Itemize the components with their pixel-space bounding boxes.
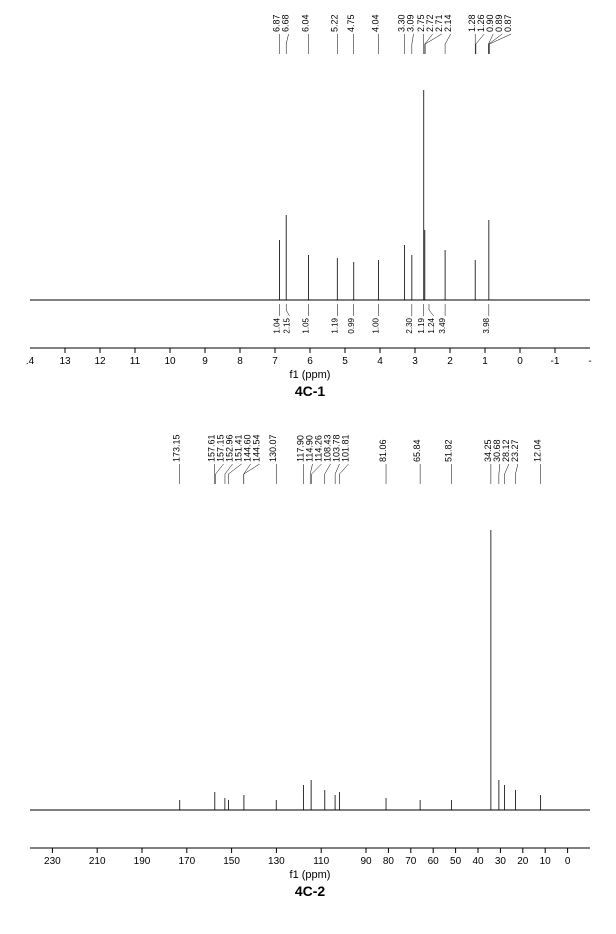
svg-text:2.15: 2.15 <box>283 317 292 333</box>
svg-text:-1: -1 <box>551 356 560 367</box>
svg-text:110: 110 <box>313 856 329 867</box>
svg-text:1.19: 1.19 <box>417 317 426 333</box>
svg-text:1.00: 1.00 <box>372 317 381 333</box>
svg-text:101.81: 101.81 <box>341 434 351 462</box>
svg-text:4: 4 <box>377 356 383 367</box>
svg-text:5.22: 5.22 <box>329 14 339 32</box>
svg-text:0.87: 0.87 <box>503 14 513 32</box>
axis-label: f1 (ppm) <box>290 869 331 881</box>
svg-text:10: 10 <box>540 856 552 867</box>
svg-text:150: 150 <box>223 856 240 867</box>
svg-text:3.09: 3.09 <box>406 14 416 32</box>
svg-text:1.24: 1.24 <box>427 317 436 333</box>
axis-label: f1 (ppm) <box>290 369 331 381</box>
chart-title: 4C-2 <box>295 883 326 899</box>
svg-text:10: 10 <box>164 356 176 367</box>
svg-text:3.98: 3.98 <box>482 317 491 333</box>
svg-text:12.04: 12.04 <box>533 439 543 462</box>
svg-text:0.99: 0.99 <box>347 317 356 333</box>
svg-text:170: 170 <box>178 856 195 867</box>
svg-text:23.27: 23.27 <box>510 439 520 462</box>
svg-text:30: 30 <box>495 856 507 867</box>
svg-text:90: 90 <box>360 856 372 867</box>
svg-text:50: 50 <box>450 856 462 867</box>
svg-text:0: 0 <box>565 856 571 867</box>
svg-text:-: - <box>588 356 591 367</box>
nmr-figure: -1012345678910111213.4-f1 (ppm)4C-16.876… <box>0 0 616 929</box>
chart-title: 4C-1 <box>295 383 326 399</box>
svg-text:5: 5 <box>342 356 348 367</box>
svg-text:2.14: 2.14 <box>443 14 453 32</box>
svg-text:130.07: 130.07 <box>268 434 278 462</box>
svg-text:6.68: 6.68 <box>281 14 291 32</box>
svg-text:65.84: 65.84 <box>412 439 422 462</box>
svg-text:1.19: 1.19 <box>330 317 339 333</box>
svg-text:7: 7 <box>272 356 278 367</box>
svg-text:.4: .4 <box>26 356 35 367</box>
svg-text:1.05: 1.05 <box>302 317 311 333</box>
svg-text:210: 210 <box>89 856 106 867</box>
svg-text:9: 9 <box>202 356 208 367</box>
svg-text:8: 8 <box>237 356 243 367</box>
svg-text:230: 230 <box>44 856 61 867</box>
svg-text:40: 40 <box>472 856 484 867</box>
svg-text:173.15: 173.15 <box>172 434 182 462</box>
svg-text:20: 20 <box>517 856 529 867</box>
svg-text:1.04: 1.04 <box>273 317 282 333</box>
svg-text:51.82: 51.82 <box>444 439 454 462</box>
svg-text:12: 12 <box>94 356 106 367</box>
svg-text:60: 60 <box>428 856 440 867</box>
svg-text:190: 190 <box>134 856 151 867</box>
svg-text:1: 1 <box>482 356 488 367</box>
svg-text:6: 6 <box>307 356 313 367</box>
svg-text:3.49: 3.49 <box>438 317 447 333</box>
svg-text:2: 2 <box>447 356 453 367</box>
svg-text:4.75: 4.75 <box>346 14 356 32</box>
svg-text:6.04: 6.04 <box>301 14 311 32</box>
svg-text:0: 0 <box>517 356 523 367</box>
svg-text:13: 13 <box>59 356 71 367</box>
svg-text:130: 130 <box>268 856 285 867</box>
svg-text:144.54: 144.54 <box>252 434 262 462</box>
svg-text:81.06: 81.06 <box>378 439 388 462</box>
svg-text:3: 3 <box>412 356 418 367</box>
svg-text:70: 70 <box>405 856 417 867</box>
svg-text:2.30: 2.30 <box>405 317 414 333</box>
svg-text:80: 80 <box>383 856 395 867</box>
svg-text:11: 11 <box>130 356 141 367</box>
svg-text:4.04: 4.04 <box>371 14 381 32</box>
